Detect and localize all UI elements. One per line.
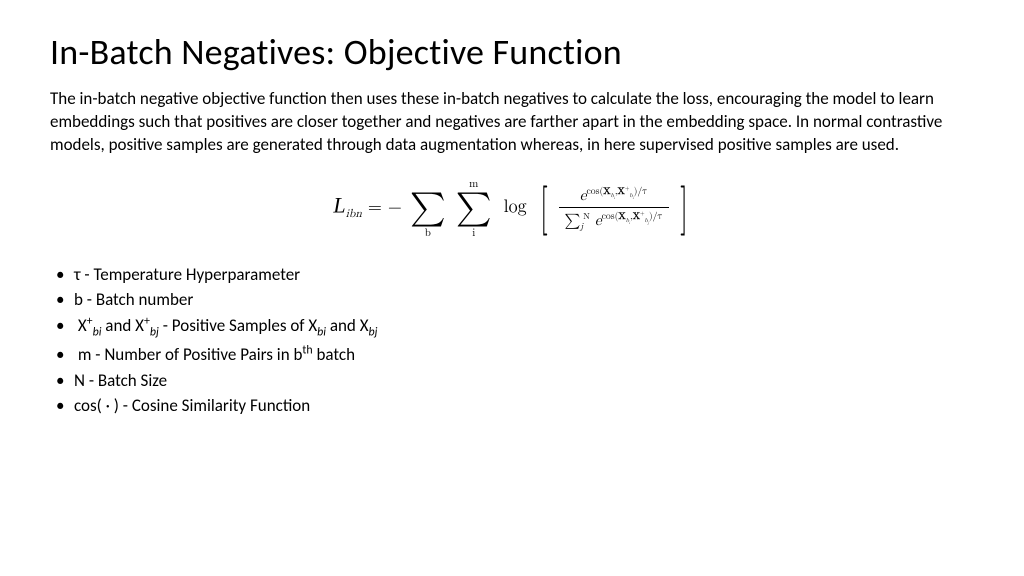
legend-tau: τ - Temperature Hyperparameter [74,262,974,288]
sum-over-b: ∑b [410,191,446,225]
formula-container: Libn = − ∑b ∑im log [ ecos(Xbi,X+bi)/τ ∑… [50,185,974,232]
sum-b-lower: b [425,228,431,239]
num-exponent: cos(Xbi,X+bi)/τ [586,186,647,196]
sum-i-lower: i [472,228,475,239]
den-sum-upper: N [583,212,590,221]
den-sum-lower: j [580,222,583,231]
den-e: e [595,213,602,228]
sum-over-i: ∑im [456,191,492,225]
negative-sign: − [388,198,402,216]
legend-positive-samples: X+bi and X+bj - Positive Samples of Xbi … [74,313,974,342]
objective-formula: Libn = − ∑b ∑im log [ ecos(Xbi,X+bi)/τ ∑… [333,185,690,232]
equals: = [368,198,382,216]
legend-b: b - Batch number [74,287,974,313]
legend-n: N - Batch Size [74,368,974,394]
legend-m: m - Number of Positive Pairs in bth batc… [74,342,974,368]
den-exponent: cos(Xbi,X+bj)/τ [602,211,663,221]
slide-title: In-Batch Negatives: Objective Function [50,30,974,74]
numerator: ecos(Xbi,X+bi)/τ [559,185,669,208]
loss-symbol: L [333,192,345,217]
sum-i-upper: m [469,179,478,190]
slide-body-text: The in-batch negative objective function… [50,88,974,157]
legend-list: τ - Temperature Hyperparameter b - Batch… [74,262,974,419]
fraction: ecos(Xbi,X+bi)/τ ∑jN ecos(Xbi,X+bj)/τ [559,185,669,232]
loss-subscript: ibn [346,209,362,220]
denominator: ∑jN ecos(Xbi,X+bj)/τ [559,208,669,232]
legend-cos: cos( · ) - Cosine Similarity Function [74,393,974,419]
log-function: log [504,198,527,216]
